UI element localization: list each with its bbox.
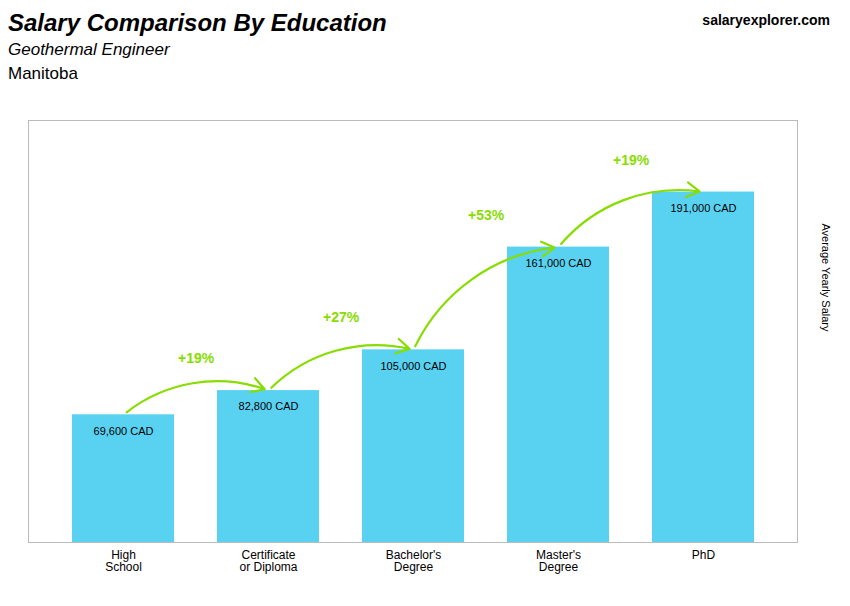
svg-text:Bachelor'sDegree: Bachelor'sDegree bbox=[386, 548, 442, 574]
svg-text:+19%: +19% bbox=[613, 152, 650, 168]
svg-text:191,000 CAD: 191,000 CAD bbox=[670, 202, 736, 214]
svg-text:+19%: +19% bbox=[178, 350, 215, 366]
svg-text:161,000 CAD: 161,000 CAD bbox=[525, 257, 591, 269]
svg-text:+27%: +27% bbox=[323, 309, 360, 325]
svg-text:105,000 CAD: 105,000 CAD bbox=[380, 360, 446, 372]
html-text:Manitoba: Manitoba bbox=[8, 64, 78, 83]
svg-text:PhD: PhD bbox=[692, 548, 716, 562]
svg-text:69,600 CAD: 69,600 CAD bbox=[94, 425, 154, 437]
svg-text:HighSchool: HighSchool bbox=[105, 548, 142, 574]
svg-text:82,800 CAD: 82,800 CAD bbox=[239, 400, 299, 412]
html-text:salaryexplorer.com: salaryexplorer.com bbox=[702, 12, 830, 28]
html-text:Geothermal Engineer: Geothermal Engineer bbox=[8, 40, 170, 59]
svg-text:Master'sDegree: Master'sDegree bbox=[536, 548, 581, 574]
html-text:Salary Comparison By Education: Salary Comparison By Education bbox=[8, 9, 387, 36]
svg-text:Average Yearly Salary: Average Yearly Salary bbox=[820, 223, 832, 332]
svg-text:Certificateor Diploma: Certificateor Diploma bbox=[239, 548, 297, 574]
svg-text:+53%: +53% bbox=[468, 207, 505, 223]
